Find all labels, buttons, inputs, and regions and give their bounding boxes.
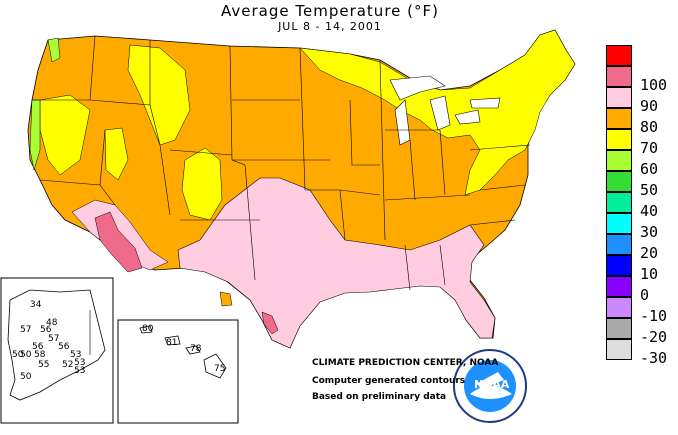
orange-spot-texas [219,291,233,307]
legend-swatch [606,297,632,318]
legend-swatch [606,171,632,192]
legend-swatch [606,255,632,276]
noaa-logo-text: NOAA [474,378,510,391]
alaska-temp-label: 50 [20,350,32,360]
alaska-temp-label: 48 [46,318,58,328]
hawaii-temp-label: 75 [214,364,226,374]
alaska-temp-label: 50 [20,372,32,382]
legend-label: 50 [640,181,659,199]
legend-swatch [606,213,632,234]
alaska-temp-label: 56 [58,342,70,352]
alaska-temp-label: 50 [12,350,24,360]
credit-line-2: Based on preliminary data [312,392,447,402]
legend-swatch [606,339,632,360]
credit-line-1: Computer generated contours [312,376,466,386]
alaska-temp-label: 56 [40,325,52,335]
yellow-region-nevada [104,127,129,181]
alaska-temp-label: 53 [74,358,86,368]
map-subtitle: JUL 8 - 14, 2001 [278,20,382,33]
legend-swatch [606,150,632,171]
legend-swatch [606,87,632,108]
alaska-temp-label: 55 [38,360,50,370]
alaska-temp-label: 34 [30,300,42,310]
alaska-temp-label: 57 [20,325,32,335]
alaska-temp-label: 57 [48,334,60,344]
hawaii-inset [117,319,239,424]
alaska-temp-label: 52 [62,360,74,370]
alaska-temp-label: 58 [34,350,46,360]
rose-region-desert [94,211,143,273]
alaska-temp-label: 53 [74,366,86,376]
state-borders [32,35,531,291]
legend-label: 80 [640,118,659,136]
yellow-region-oregon [39,94,91,176]
hawaii-temp-label: 78 [190,344,202,354]
map-title: Average Temperature (°F) [221,2,439,20]
legend-label: -10 [640,307,668,325]
noaa-logo [453,349,527,423]
legend-swatch [606,129,632,150]
yellow-region-colorado [181,147,223,221]
legend-swatch [606,45,632,66]
legend-label: 10 [640,265,659,283]
legend-label: -30 [640,349,668,367]
credit-center: CLIMATE PREDICTION CENTER, NOAA [312,358,499,368]
legend-label: 30 [640,223,659,241]
legend-label: 60 [640,160,659,178]
legend-label: 0 [640,286,650,304]
legend-swatch [606,318,632,339]
yellow-region-north-rockies [127,44,191,146]
legend-swatch [606,234,632,255]
alaska-inset [0,277,114,424]
alaska-temp-label: 56 [32,342,44,352]
hawaii-temp-label: 80 [142,324,154,334]
legend-label: -20 [640,328,668,346]
green-region-washington [47,37,61,63]
conus-map [27,29,576,349]
legend-swatch [606,192,632,213]
legend-label: 70 [640,139,659,157]
pink-region-south [177,177,496,349]
rose-region-texas [261,311,279,335]
alaska-temp-label: 53 [70,350,82,360]
legend-label: 20 [640,244,659,262]
legend-swatch [606,276,632,297]
legend-label: 100 [640,76,668,94]
legend-swatch [606,66,632,87]
legend-swatch [606,108,632,129]
hawaii-temp-label: 81 [166,338,178,348]
legend-label: 40 [640,202,659,220]
legend-label: 90 [640,97,659,115]
